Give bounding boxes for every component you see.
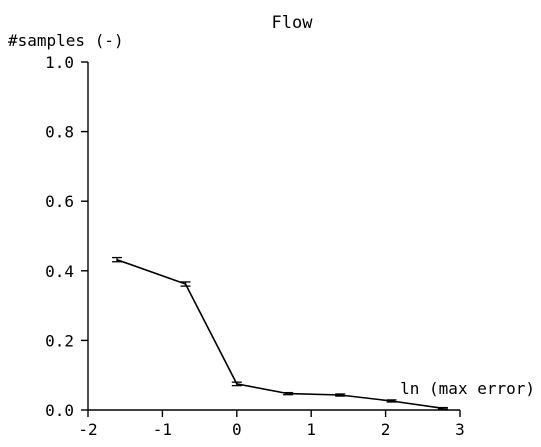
y-tick-label: 0.8 xyxy=(45,123,74,142)
y-tick-label: 0.2 xyxy=(45,331,74,350)
data-point xyxy=(231,381,242,387)
y-tick-label: 0.6 xyxy=(45,192,74,211)
chart-title: Flow xyxy=(272,13,314,33)
x-tick-label: 3 xyxy=(455,420,465,439)
y-tick-label: 0.4 xyxy=(45,262,74,281)
data-series xyxy=(112,256,448,410)
data-point xyxy=(386,399,397,403)
x-tick-label: -2 xyxy=(78,420,97,439)
x-axis-label: ln (max error) xyxy=(400,379,535,398)
y-axis-label: #samples (-) xyxy=(8,31,124,50)
x-ticks: -2 -1 0 1 2 3 xyxy=(78,410,465,439)
x-tick-label: 1 xyxy=(306,420,316,439)
data-point xyxy=(437,406,448,410)
x-tick-label: 2 xyxy=(381,420,391,439)
y-tick-label: 1.0 xyxy=(45,53,74,72)
data-point xyxy=(283,391,294,396)
data-point xyxy=(180,281,191,287)
y-ticks: 0.0 0.2 0.4 0.6 0.8 1.0 xyxy=(45,53,88,420)
data-point xyxy=(112,256,123,263)
x-tick-label: 0 xyxy=(232,420,242,439)
data-point xyxy=(335,393,346,397)
y-tick-label: 0.0 xyxy=(45,401,74,420)
x-tick-label: -1 xyxy=(153,420,172,439)
series-line xyxy=(116,258,444,410)
